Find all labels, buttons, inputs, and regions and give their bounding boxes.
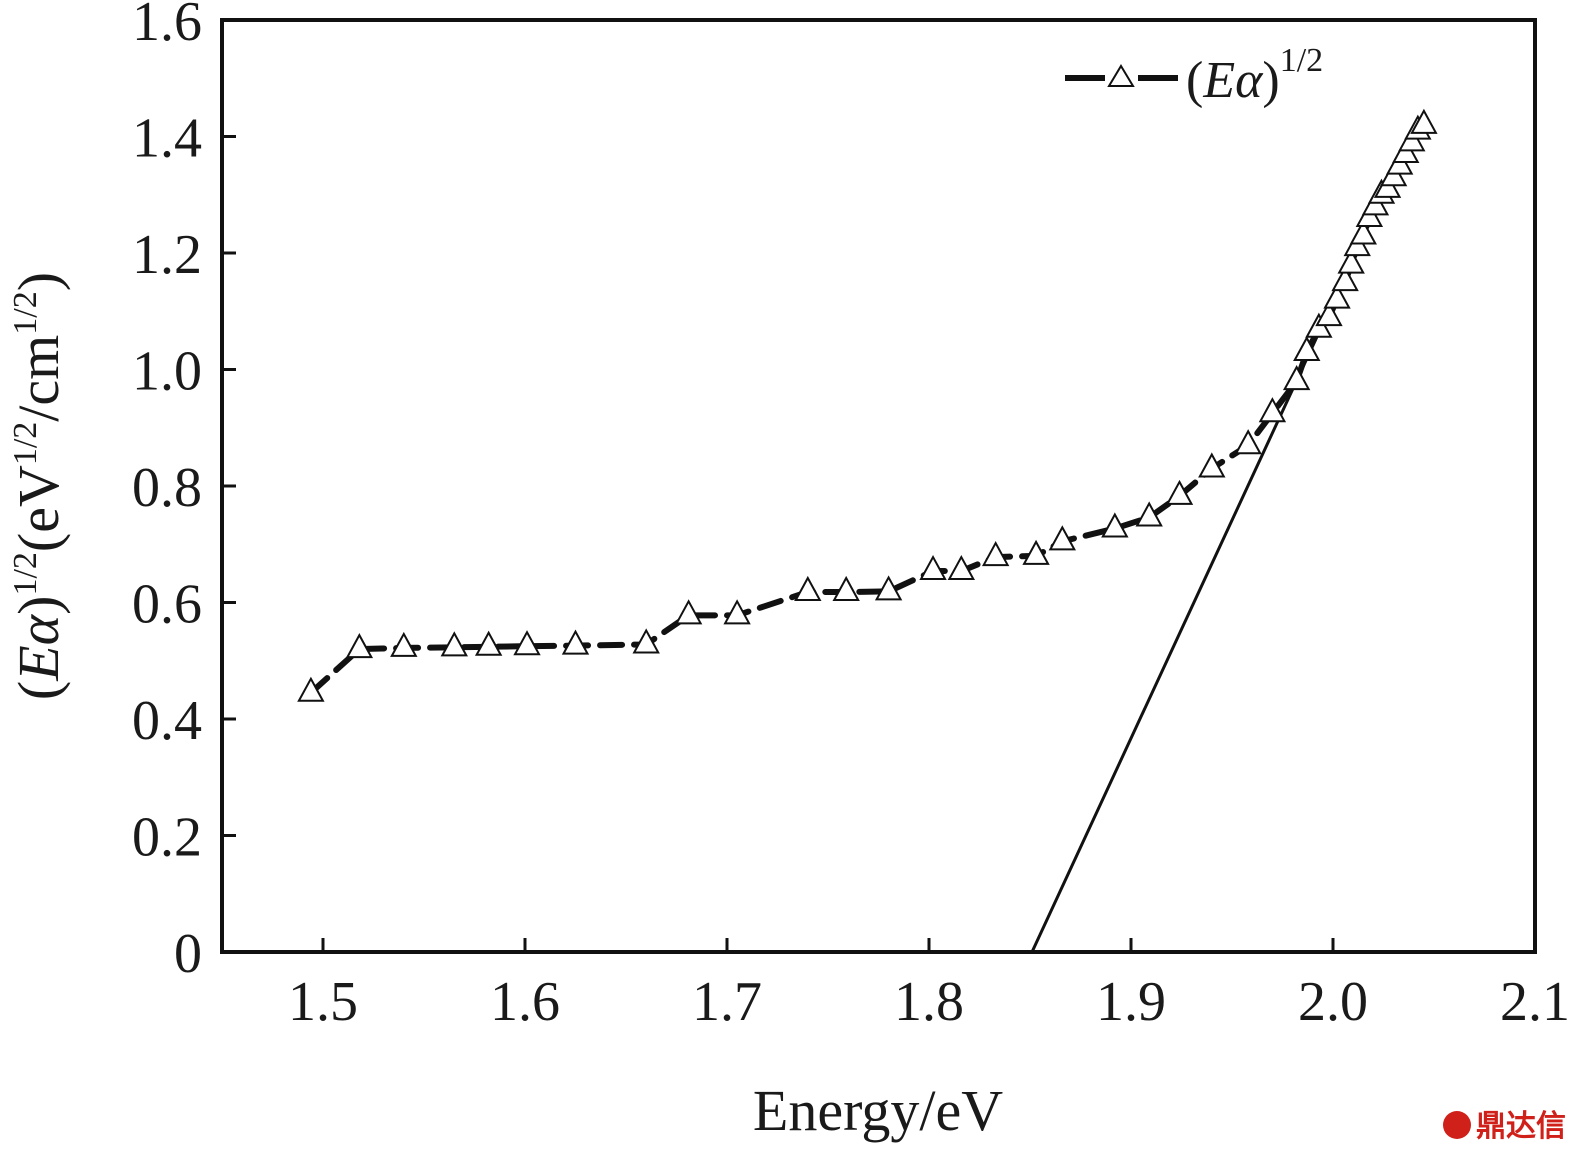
- data-point-triangle: [874, 575, 903, 601]
- data-point-triangle: [474, 630, 503, 656]
- legend: (Eα)1/2: [1065, 42, 1323, 109]
- x-tick-label: 2.1: [1500, 971, 1570, 1033]
- data-point-triangle: [1410, 108, 1438, 134]
- y-tick-label: 0.4: [132, 690, 202, 752]
- x-tick-label: 1.6: [490, 971, 560, 1033]
- x-tick-label: 2.0: [1298, 971, 1368, 1033]
- data-point-triangle: [1323, 283, 1351, 309]
- watermark-text: 鼎达信: [1476, 1109, 1566, 1144]
- y-tick-label: 1.4: [132, 108, 202, 170]
- data-point-triangle: [947, 554, 976, 581]
- data-point-triangle: [1234, 429, 1262, 455]
- x-tick-label: 1.8: [894, 971, 964, 1033]
- x-ticks: 1.5 1.6 1.7 1.8 1.9 2.0 2.1: [288, 938, 1570, 1033]
- y-tick-label: 1.0: [132, 341, 202, 403]
- data-point-triangle: [723, 599, 751, 625]
- data-point-triangle: [981, 540, 1010, 567]
- data-point-triangle: [832, 575, 860, 602]
- data-point-triangle: [1258, 397, 1287, 423]
- plot-frame: [220, 18, 1537, 954]
- y-ticks: 0 0.2 0.4 0.6 0.8 1.0 1.2 1.4 1.6: [132, 0, 236, 985]
- x-tick-label: 1.9: [1096, 971, 1166, 1033]
- series-layer: [297, 108, 1438, 953]
- y-tick-label: 0.8: [132, 457, 202, 519]
- data-point-triangle: [1293, 335, 1321, 362]
- data-point-triangle: [561, 629, 590, 655]
- y-tick-label: 1.6: [132, 0, 202, 53]
- watermark-logo: 鼎达信: [1443, 1109, 1566, 1144]
- legend-marker-triangle: [1107, 64, 1135, 87]
- data-point-triangle: [1331, 266, 1359, 292]
- data-point-triangle: [1048, 525, 1077, 551]
- data-point-triangle: [1022, 539, 1050, 565]
- data-point-triangle: [632, 628, 660, 654]
- y-tick-label: 0: [174, 923, 202, 985]
- data-point-triangle: [297, 676, 325, 702]
- watermark-icon: [1443, 1111, 1471, 1139]
- y-tick-label: 0.2: [132, 807, 202, 869]
- data-point-triangle: [345, 633, 374, 659]
- x-tick-label: 1.7: [692, 971, 762, 1033]
- data-point-triangle: [390, 631, 418, 657]
- data-point-triangle: [1101, 512, 1129, 538]
- y-axis-title: (Eα)1/2(eV1/2/cm1/2): [6, 272, 71, 700]
- data-point-triangle: [1349, 219, 1377, 245]
- data-point-triangle: [794, 575, 822, 602]
- data-point-triangle: [919, 554, 947, 581]
- data-point-triangle: [1337, 248, 1365, 274]
- x-axis-title: Energy/eV: [753, 1078, 1003, 1143]
- data-point-triangle: [1282, 365, 1311, 391]
- series-dashed-line: [307, 121, 1427, 696]
- x-tick-label: 1.5: [288, 971, 358, 1033]
- data-point-triangle: [1198, 452, 1226, 478]
- data-point-triangle: [1165, 479, 1194, 505]
- y-tick-label: 0.6: [132, 574, 202, 636]
- y-tick-label: 1.2: [132, 224, 202, 286]
- legend-label: (Eα)1/2: [1186, 42, 1323, 109]
- data-point-triangle: [440, 631, 468, 657]
- data-point-triangle: [513, 630, 541, 656]
- data-point-triangle: [1135, 501, 1163, 527]
- data-point-triangle: [1315, 300, 1343, 327]
- data-point-triangle: [674, 599, 703, 625]
